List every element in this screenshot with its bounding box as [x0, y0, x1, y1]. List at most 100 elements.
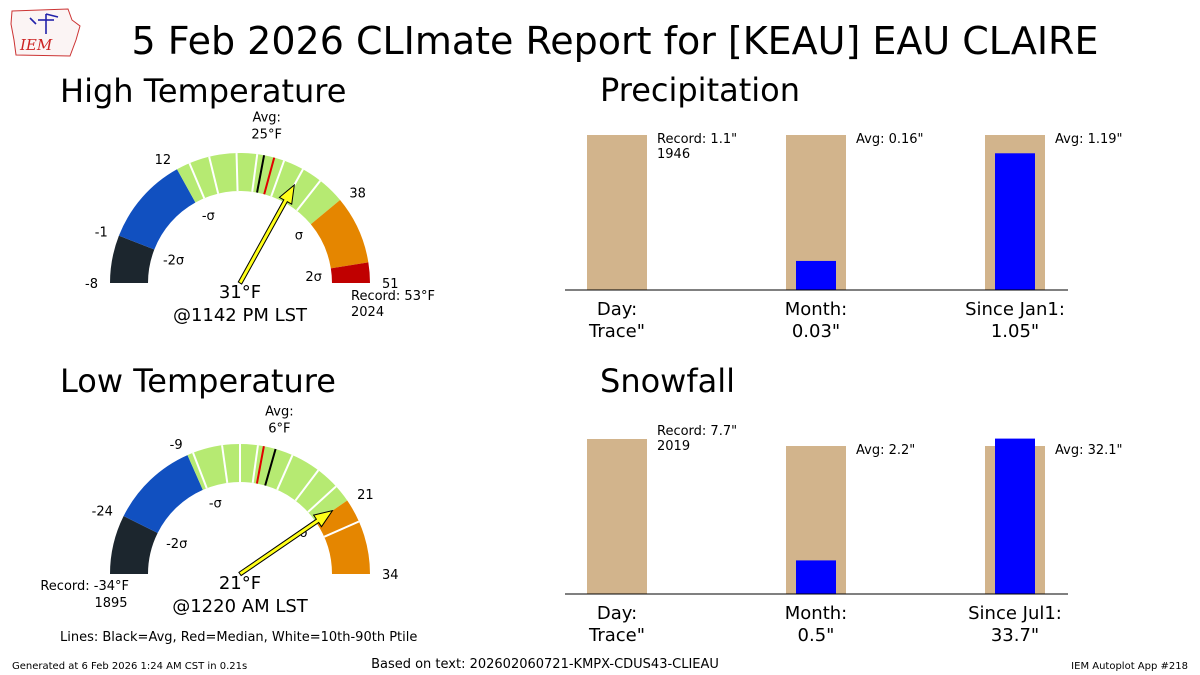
bar-annotation: Avg: 32.1" [1055, 443, 1123, 458]
category-label: Day: [597, 299, 637, 320]
footer-app: IEM Autoplot App #218 [1071, 661, 1188, 672]
normal-bar [587, 135, 647, 290]
gauge-band [123, 455, 203, 533]
sigma-label: -2σ [166, 537, 187, 552]
gauge-tick-label: -8 [85, 277, 98, 292]
normal-bar [587, 439, 647, 594]
category-label: Month: [785, 603, 847, 624]
average-label: Avg: [265, 404, 293, 419]
gauge-band [315, 500, 370, 574]
median-line [255, 446, 265, 484]
percentile-line [208, 156, 220, 194]
observed-time-label: @1220 AM LST [172, 596, 309, 617]
average-label: Avg: [252, 110, 280, 125]
average-value-label: 25°F [251, 127, 282, 142]
observed-value-label: 33.7" [991, 625, 1039, 646]
observed-bar [995, 153, 1035, 290]
average-line [264, 448, 277, 486]
observed-bar [796, 560, 836, 594]
low-temperature-title: Low Temperature [60, 362, 336, 400]
precipitation-bar-chart: Record: 1.1"1946 Day:Trace" Avg: 0.16" Mont… [565, 132, 1123, 342]
sigma-label: -σ [209, 496, 222, 511]
iem-logo: IEM [10, 8, 81, 57]
average-line [256, 155, 266, 193]
gauge-tick-label: 12 [155, 153, 172, 168]
record-label: Record: -34°F [40, 579, 129, 594]
snowfall-bar-chart: Record: 7.7"2019 Day:Trace" Avg: 2.2" Month… [565, 424, 1123, 646]
percentile-line [235, 153, 239, 192]
percentile-line [251, 154, 259, 192]
average-value-label: 6°F [268, 421, 290, 436]
gauge-band [330, 262, 370, 283]
gauge-tick-label: 38 [349, 186, 366, 201]
gauge-band [118, 169, 196, 250]
record-year-label: 2024 [351, 305, 384, 320]
observed-temperature-label: 21°F [219, 573, 261, 594]
bar-annotation-year: 2019 [657, 439, 690, 454]
gauge-tick-label: 34 [382, 568, 399, 583]
sigma-label: σ [295, 228, 303, 243]
gauge-tick-label: -1 [95, 225, 108, 240]
percentile-line [192, 452, 208, 489]
bar-annotation: Record: 1.1" [657, 132, 737, 147]
bar-annotation: Record: 7.7" [657, 424, 737, 439]
percentile-line [221, 445, 229, 484]
observed-temperature-label: 31°F [219, 282, 261, 303]
percentile-line [323, 520, 360, 538]
footer-based-on: Based on text: 202602060721-KMPX-CDUS43-… [371, 657, 719, 672]
category-label: Month: [785, 299, 847, 320]
high-temperature-title: High Temperature [60, 72, 346, 110]
page-title: 5 Feb 2026 CLImate Report for [KEAU] EAU… [132, 19, 1099, 63]
median-line [263, 157, 276, 195]
gauge-tick-label: -24 [92, 505, 113, 520]
gauge-tick-label: -9 [170, 438, 183, 453]
snowfall-panel: Snowfall Record: 7.7"2019 Day:Trace" Avg: … [565, 362, 1123, 646]
sigma-label: -2σ [163, 253, 184, 268]
observed-bar [796, 260, 836, 290]
category-label: Day: [597, 603, 637, 624]
percentile-line [296, 180, 322, 212]
percentile-line [251, 445, 259, 484]
record-year-label: 1895 [94, 596, 127, 611]
observed-value-label: Trace" [588, 321, 645, 342]
gauge-needle-arrow [238, 509, 334, 577]
record-label: Record: 53°F [351, 289, 435, 304]
percentile-line [307, 485, 337, 513]
category-label: Since Jul1: [968, 603, 1062, 624]
legend-note: Lines: Black=Avg, Red=Median, White=10th… [60, 630, 417, 645]
snowfall-title: Snowfall [600, 362, 735, 400]
bar-annotation: Avg: 0.16" [856, 132, 924, 147]
bar-annotation-year: 1946 [657, 147, 690, 162]
weather-station-icon [29, 13, 59, 34]
gauge-band [310, 200, 369, 269]
footer-generated: Generated at 6 Feb 2026 1:24 AM CST in 0… [12, 661, 247, 672]
observed-value-label: 0.5" [798, 625, 835, 646]
logo-text: IEM [19, 36, 53, 54]
percentile-line [294, 469, 320, 502]
bar-annotation: Avg: 1.19" [1055, 132, 1123, 147]
low-temperature-panel: Low Temperature Avg:6°F-24-92134-2σ-σσ21… [40, 362, 398, 617]
gauge-band [110, 516, 158, 574]
gauge-band [110, 235, 155, 283]
bar-annotation: Avg: 2.2" [856, 443, 915, 458]
observed-value-label: Trace" [588, 625, 645, 646]
gauge-tick-label: 21 [357, 488, 374, 503]
high-temperature-panel: High Temperature Avg: 25°F -8 -1 12 38 51 -2σ -σ… [60, 72, 435, 326]
high-temperature-gauge: Avg: 25°F -8 -1 12 38 51 -2σ -σ σ 2σ 31°F@1142 PM L… [85, 110, 435, 326]
observed-value-label: 0.03" [792, 321, 840, 342]
observed-time-label: @1142 PM LST [173, 305, 308, 326]
sigma-label: 2σ [305, 270, 322, 285]
observed-bar [995, 438, 1035, 594]
percentile-line [270, 160, 286, 197]
gauge-band [187, 443, 348, 523]
percentile-line [188, 162, 206, 199]
category-label: Since Jan1: [965, 299, 1065, 320]
gauge-needle-arrow [237, 183, 295, 285]
observed-value-label: 1.05" [991, 321, 1039, 342]
precipitation-panel: Precipitation Record: 1.1"1946 Day:Trace"… [565, 71, 1123, 342]
percentile-line [276, 454, 294, 491]
gauge-tick-label: 51 [382, 277, 399, 292]
precipitation-title: Precipitation [600, 71, 800, 109]
